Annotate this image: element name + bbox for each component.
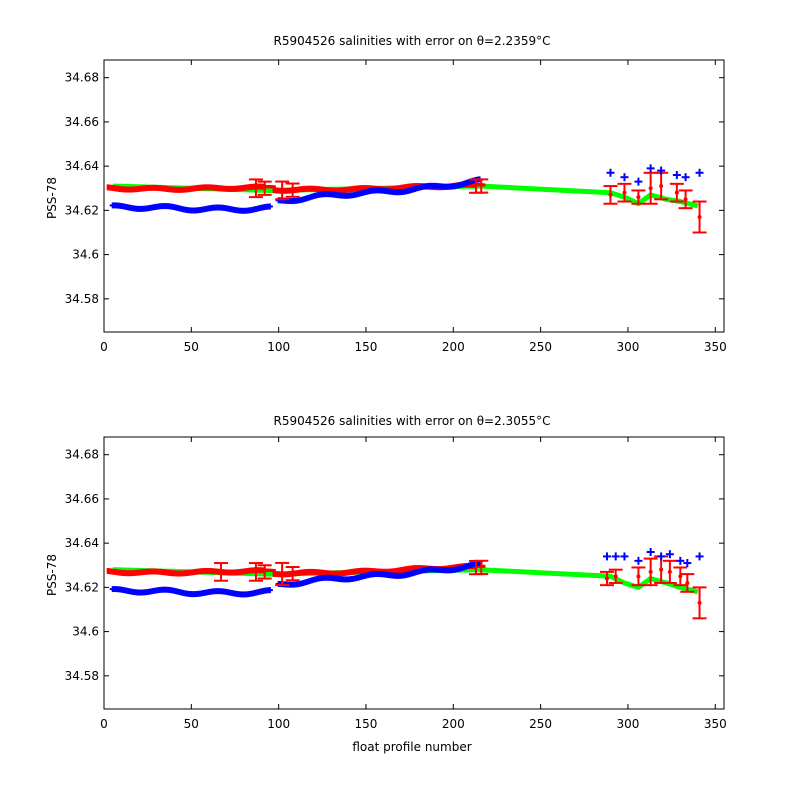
calibrated-point — [648, 186, 653, 191]
x-axis-label: float profile number — [352, 740, 471, 754]
x-tick-label: 0 — [100, 340, 108, 354]
calibrated-point — [622, 190, 627, 195]
x-tick-label: 250 — [529, 340, 552, 354]
calibrated-point — [604, 576, 609, 581]
calibrated-point — [683, 197, 688, 202]
y-tick-label: 34.64 — [65, 536, 99, 550]
chart-title: R5904526 salinities with error on θ=2.23… — [274, 34, 551, 48]
y-tick-label: 34.58 — [65, 292, 99, 306]
y-axis-label: PSS-78 — [45, 554, 59, 596]
calibrated-point — [685, 580, 690, 585]
x-tick-label: 100 — [267, 340, 290, 354]
y-tick-label: 34.66 — [65, 492, 99, 506]
x-tick-label: 0 — [100, 717, 108, 731]
x-tick-label: 300 — [616, 340, 639, 354]
plot-area — [103, 436, 725, 710]
calibrated-point — [659, 184, 664, 189]
x-tick-label: 250 — [529, 717, 552, 731]
x-tick-label: 200 — [442, 717, 465, 731]
calibrated-point — [678, 574, 683, 579]
calibrated-point — [636, 195, 641, 200]
calibrated-point — [648, 569, 653, 574]
chart-panel-bottom: R5904526 salinities with error on θ=2.30… — [45, 414, 727, 754]
x-tick-label: 150 — [355, 340, 378, 354]
y-tick-label: 34.6 — [72, 625, 99, 639]
x-tick-label: 50 — [184, 717, 199, 731]
y-tick-label: 34.58 — [65, 669, 99, 683]
x-tick-label: 350 — [704, 340, 727, 354]
y-tick-label: 34.62 — [65, 580, 99, 594]
calibrated-point — [674, 190, 679, 195]
y-tick-label: 34.6 — [72, 248, 99, 262]
y-axis-label: PSS-78 — [45, 177, 59, 219]
calibrated-point — [608, 192, 613, 197]
x-tick-label: 100 — [267, 717, 290, 731]
y-tick-label: 34.64 — [65, 159, 99, 173]
calibrated-point — [667, 569, 672, 574]
calibrated-point — [636, 574, 641, 579]
calibrated-point — [613, 574, 618, 579]
calibrated-point — [659, 567, 664, 572]
y-tick-label: 34.68 — [65, 448, 99, 462]
y-tick-label: 34.66 — [65, 115, 99, 129]
x-tick-label: 300 — [616, 717, 639, 731]
plot-area — [103, 59, 725, 333]
calibrated-point — [697, 600, 702, 605]
calibrated-point — [697, 215, 702, 220]
chart-panel-top: R5904526 salinities with error on θ=2.23… — [45, 34, 727, 354]
y-tick-label: 34.68 — [65, 71, 99, 85]
x-tick-label: 200 — [442, 340, 465, 354]
x-tick-label: 50 — [184, 340, 199, 354]
chart-title: R5904526 salinities with error on θ=2.30… — [274, 414, 551, 428]
x-tick-label: 150 — [355, 717, 378, 731]
x-tick-label: 350 — [704, 717, 727, 731]
y-tick-label: 34.62 — [65, 203, 99, 217]
